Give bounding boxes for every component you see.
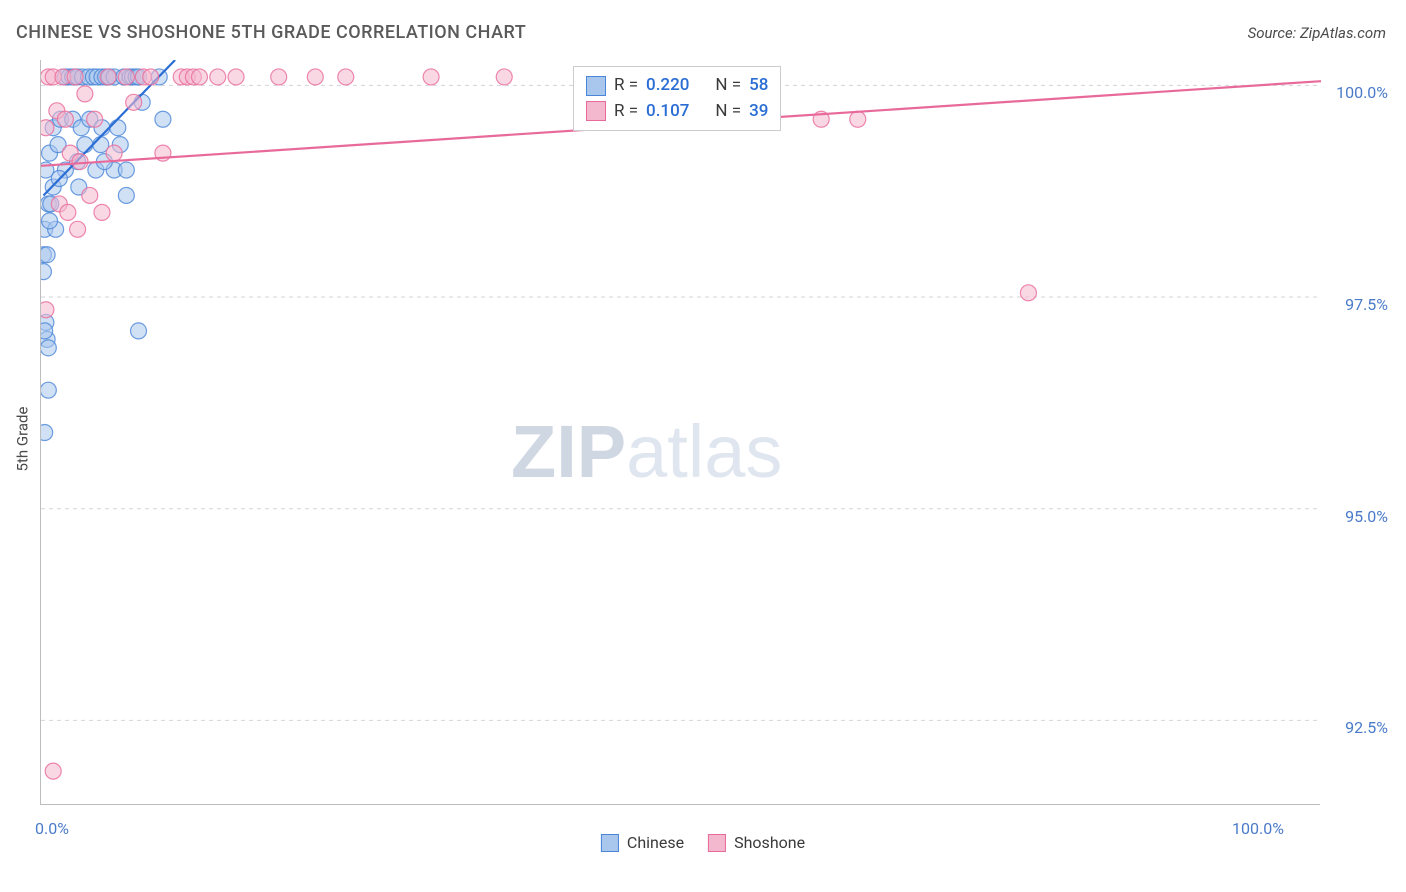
y-tick-label: 100.0% (1336, 83, 1388, 102)
scatter-svg (41, 60, 1321, 805)
legend-r-prefix: R = (614, 99, 638, 125)
legend-r-value: 0.107 (646, 99, 689, 125)
bottom-legend-item: Chinese (601, 833, 684, 852)
bottom-legend-label: Shoshone (734, 833, 805, 852)
bottom-legend-label: Chinese (627, 833, 684, 852)
stats-legend: R = 0.220 N = 58 R = 0.107 N = 39 (573, 66, 781, 131)
x-tick-label: 100.0% (1232, 819, 1284, 838)
legend-n-value: 39 (749, 99, 768, 125)
plot-area: R = 0.220 N = 58 R = 0.107 N = 39 ZIPatl… (40, 60, 1320, 805)
y-tick-label: 97.5% (1345, 295, 1388, 314)
legend-swatch-icon (601, 834, 619, 852)
stats-legend-row: R = 0.107 N = 39 (586, 99, 768, 125)
x-tick-label: 0.0% (35, 819, 69, 838)
legend-n-value: 58 (749, 73, 768, 99)
legend-swatch-icon (708, 834, 726, 852)
y-axis-label: 5th Grade (13, 407, 31, 472)
legend-n-prefix: N = (715, 99, 741, 125)
legend-swatch-icon (586, 101, 606, 121)
bottom-legend-item: Shoshone (708, 833, 805, 852)
y-tick-label: 95.0% (1345, 507, 1388, 526)
source-credit: Source: ZipAtlas.com (1248, 24, 1386, 42)
legend-swatch-icon (586, 76, 606, 96)
legend-r-value: 0.220 (646, 73, 689, 99)
legend-r-prefix: R = (614, 73, 638, 99)
chart-title: CHINESE VS SHOSHONE 5TH GRADE CORRELATIO… (16, 22, 526, 43)
legend-n-prefix: N = (715, 73, 741, 99)
stats-legend-row: R = 0.220 N = 58 (586, 73, 768, 99)
bottom-legend: Chinese Shoshone (601, 833, 805, 852)
y-tick-label: 92.5% (1345, 718, 1388, 737)
